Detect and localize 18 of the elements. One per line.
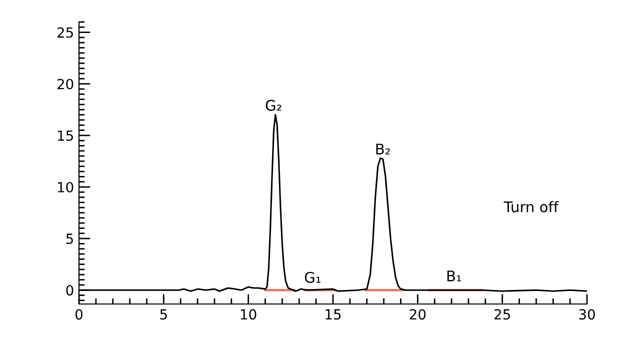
x-tick-label: 5 [160, 309, 167, 320]
annotation: B₂ [376, 144, 390, 154]
x-tick-label: 30 [579, 309, 595, 320]
annotation: G₂ [266, 100, 282, 111]
y-tick-label: 15 [58, 130, 73, 141]
y-tick-label: 10 [58, 182, 74, 192]
y-tick-label: 5 [66, 234, 73, 244]
annotation: Turn off [504, 201, 559, 212]
x-tick-label: 20 [410, 309, 426, 320]
x-tick-label: 15 [326, 309, 341, 320]
y-tick-label: 0 [66, 285, 74, 296]
y-tick-label: 25 [57, 27, 73, 38]
x-tick-label: 10 [241, 309, 256, 320]
y-tick-label: 20 [57, 78, 74, 90]
annotation: B₁ [447, 270, 462, 282]
x-tick-label: 0 [75, 309, 82, 320]
x-tick-label: 25 [494, 309, 510, 320]
annotation: G₁ [304, 272, 320, 283]
